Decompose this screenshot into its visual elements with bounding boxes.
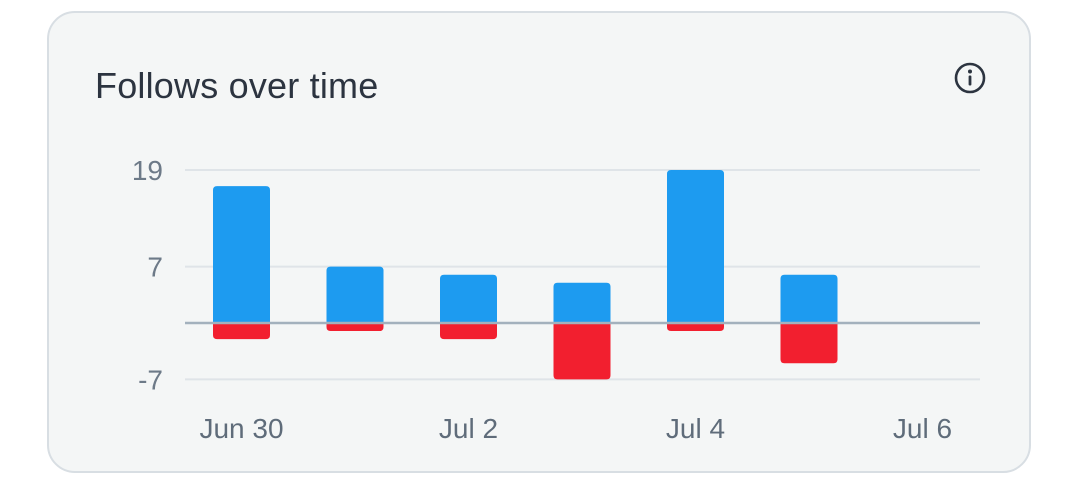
- y-tick-label: -7: [138, 364, 163, 395]
- bar-gained: [213, 186, 270, 323]
- info-icon[interactable]: [953, 61, 987, 95]
- x-tick-label: Jun 30: [199, 413, 283, 444]
- y-tick-label: 7: [147, 252, 163, 283]
- bar-lost: [780, 323, 838, 364]
- x-tick-labels: Jun 30 Jul 2 Jul 4 Jul 6: [199, 413, 952, 444]
- x-tick-label: Jul 4: [666, 413, 725, 444]
- y-tick-labels: 19 7 -7: [132, 155, 163, 395]
- bar-gained: [440, 274, 497, 323]
- follows-card: Follows over time: [47, 11, 1031, 473]
- bar-lost: [326, 323, 384, 332]
- bars: [213, 170, 838, 380]
- bar-lost: [553, 323, 611, 380]
- bar-gained: [326, 266, 384, 323]
- x-tick-label: Jul 2: [439, 413, 498, 444]
- x-tick-label: Jul 6: [893, 413, 952, 444]
- bar-lost: [667, 323, 724, 332]
- bar-lost: [440, 323, 497, 340]
- bar-gained: [780, 274, 838, 323]
- bar-gained: [667, 170, 724, 323]
- y-tick-label: 19: [132, 155, 163, 186]
- card-title: Follows over time: [95, 65, 379, 106]
- bar-lost: [213, 323, 270, 340]
- bar-gained: [553, 282, 611, 323]
